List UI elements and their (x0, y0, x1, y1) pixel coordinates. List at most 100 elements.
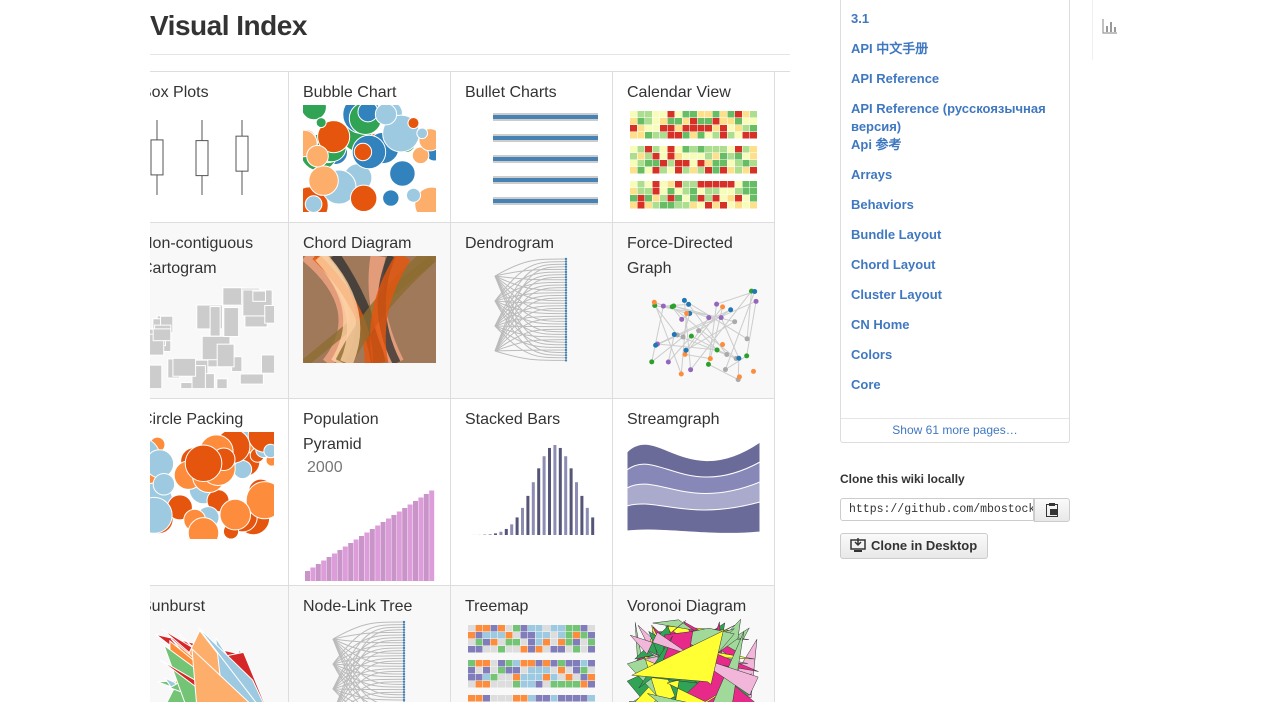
cell (743, 111, 750, 118)
cell (743, 132, 750, 139)
cell (498, 681, 505, 688)
cell (638, 167, 645, 174)
cell (690, 167, 697, 174)
gallery-link[interactable]: Calendar View (627, 80, 760, 212)
page-link[interactable]: API Reference (русскоязычная версия) (851, 101, 1046, 134)
page-link[interactable]: Arrays (851, 167, 892, 182)
link (333, 689, 403, 690)
gallery-link[interactable]: Streamgraph (627, 407, 760, 539)
cell (728, 146, 735, 153)
node (732, 319, 737, 324)
page-link[interactable]: CN Home (851, 317, 910, 332)
cell (543, 681, 550, 688)
bar (321, 561, 326, 582)
cell (668, 181, 675, 188)
cell (543, 660, 550, 667)
cell (551, 646, 558, 653)
page-link[interactable]: Chord Layout (851, 257, 936, 272)
cell (528, 646, 535, 653)
clone-desktop-button[interactable]: Clone in Desktop (840, 533, 988, 559)
cell (491, 660, 498, 667)
gallery-link[interactable]: Voronoi Diagram (627, 594, 760, 702)
node (565, 297, 567, 299)
page-item: API Reference (851, 70, 1069, 100)
clone-url-input[interactable]: https://github.com/mbostock (840, 498, 1034, 521)
node (565, 279, 567, 281)
gallery-link[interactable]: Bullet Charts (465, 80, 598, 212)
cell (705, 125, 712, 132)
node (679, 372, 684, 377)
page-link[interactable]: Cluster Layout (851, 287, 942, 302)
cell (690, 160, 697, 167)
gallery-cell: Node-Link Tree (289, 586, 451, 702)
thumbnail (627, 432, 760, 539)
cell (536, 639, 543, 646)
cell (588, 625, 595, 632)
bar (327, 557, 332, 581)
edge (717, 291, 755, 304)
cell (698, 153, 705, 160)
node (724, 352, 729, 357)
node (565, 307, 567, 309)
page-link[interactable]: Colors (851, 347, 892, 362)
gallery-link[interactable]: Stacked Bars (465, 407, 598, 539)
cell (705, 202, 712, 209)
cell (698, 202, 705, 209)
cell (713, 125, 720, 132)
cell (513, 667, 520, 674)
gallery-link[interactable]: Box Plots (150, 80, 274, 212)
copy-button[interactable] (1034, 498, 1070, 522)
cell (558, 681, 565, 688)
page-link[interactable]: Bundle Layout (851, 227, 941, 242)
bar (494, 533, 497, 535)
gallery-link[interactable]: Force-Directed Graph (627, 231, 760, 388)
gallery-link[interactable]: Dendrogram (465, 231, 598, 363)
gallery-link[interactable]: Bubble Chart (303, 80, 436, 212)
gallery-link[interactable]: Circle Packing (150, 407, 274, 539)
show-more-link[interactable]: Show 61 more pages… (841, 418, 1069, 442)
page-link[interactable]: Api 参考 (851, 137, 902, 152)
gallery-link[interactable]: Chord Diagram (303, 231, 436, 363)
bubble (305, 196, 322, 212)
cell (660, 167, 667, 174)
cell (683, 195, 690, 202)
page-link[interactable]: Core (851, 377, 881, 392)
node (737, 374, 742, 379)
thumbnail (150, 432, 274, 539)
cell (521, 639, 528, 646)
node (723, 367, 728, 372)
gallery-link[interactable]: Non-contiguous Cartogram (150, 231, 274, 388)
page-link[interactable]: Behaviors (851, 197, 914, 212)
gallery-link[interactable]: Treemap (465, 594, 598, 702)
cell (476, 674, 483, 681)
page-link[interactable]: 3.1 (851, 11, 869, 26)
cell (705, 167, 712, 174)
cell (573, 681, 580, 688)
cell (728, 188, 735, 195)
cell (735, 202, 742, 209)
page-link[interactable]: API Reference (851, 71, 939, 86)
bar (359, 536, 364, 581)
gallery-label: Non-contiguous Cartogram (150, 231, 274, 281)
cell (735, 153, 742, 160)
cell (683, 181, 690, 188)
cell (491, 625, 498, 632)
gallery-link[interactable]: Sunburst (150, 594, 274, 702)
cell (668, 160, 675, 167)
cell (713, 167, 720, 174)
cell (705, 132, 712, 139)
cell (645, 195, 652, 202)
page-link[interactable]: API 中文手册 (851, 41, 928, 56)
gallery-link[interactable]: Node-Link Tree (303, 594, 436, 702)
thumbnail (465, 432, 598, 539)
cell (713, 160, 720, 167)
cell (491, 667, 498, 674)
bubble (383, 190, 399, 206)
node (565, 323, 567, 325)
gallery-cell: Dendrogram (451, 223, 613, 399)
cell (558, 625, 565, 632)
graphs-icon[interactable] (1102, 18, 1118, 34)
cell (690, 195, 697, 202)
cell (750, 195, 757, 202)
